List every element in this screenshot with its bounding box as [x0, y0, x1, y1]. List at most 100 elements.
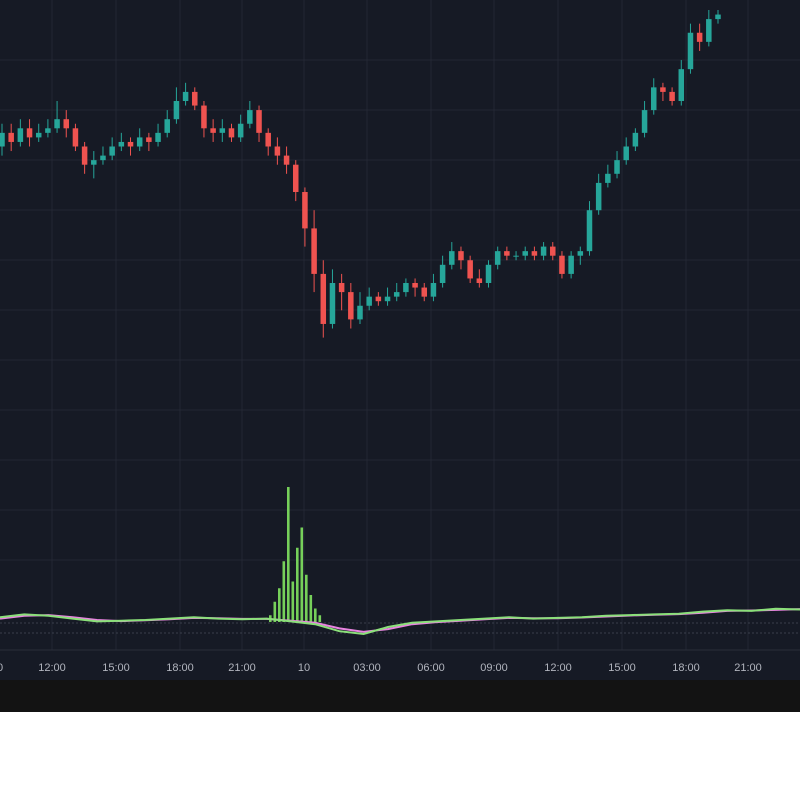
candle-body: [100, 155, 106, 161]
grid-lines: [0, 0, 800, 650]
candle-body: [155, 132, 161, 142]
oscillator-fast-line: [0, 607, 800, 636]
candle-body: [45, 128, 51, 133]
candle-body: [669, 91, 675, 101]
x-tick-label: 15:00: [608, 662, 636, 674]
candle-body: [201, 105, 207, 129]
volume-bar: [291, 581, 295, 622]
candle-body: [274, 146, 281, 156]
candle-body: [632, 132, 639, 147]
candle-body: [706, 19, 712, 42]
candle-body: [26, 128, 33, 138]
candle-body: [91, 160, 97, 165]
candlestick-series: [0, 10, 721, 338]
candle-body: [348, 292, 354, 320]
x-tick-label: 18:00: [166, 662, 194, 674]
bottom-toolbar: [0, 680, 800, 712]
candle-body: [320, 273, 327, 324]
candle-body: [513, 255, 519, 257]
candle-body: [164, 119, 170, 133]
candle-body: [192, 91, 198, 106]
candle-body: [660, 87, 666, 92]
candle-body: [63, 119, 70, 129]
candle-body: [127, 141, 134, 147]
volume-bar: [318, 615, 322, 622]
candle-body: [614, 160, 620, 174]
candle-body: [650, 87, 657, 111]
volume-bar: [314, 608, 317, 622]
chart-background: [0, 0, 800, 712]
candle-body: [81, 146, 88, 165]
candle-body: [366, 296, 372, 306]
candle-body: [375, 296, 382, 302]
candle-body: [256, 110, 262, 133]
candle-body: [522, 251, 528, 256]
time-axis[interactable]: 12:00 15:00 18:00 21:00 10 03:00 06:00 09:00 12:…: [0, 649, 800, 674]
candle-body: [302, 192, 308, 229]
candle-body: [237, 123, 244, 138]
candle-body: [577, 251, 584, 256]
candle-body: [458, 251, 464, 261]
candle-body: [393, 292, 400, 297]
candle-body: [228, 128, 235, 138]
x-tick-label: 10: [298, 662, 310, 674]
x-tick-label: 12:00: [38, 662, 66, 674]
candle-body: [595, 182, 602, 211]
volume-bar: [282, 561, 286, 622]
candle-body: [109, 146, 115, 156]
candle-body: [623, 146, 629, 161]
candle-body: [357, 305, 363, 320]
candle-body: [687, 32, 694, 70]
candle-body: [485, 264, 492, 283]
volume-bar: [278, 588, 281, 622]
candle-body: [0, 132, 5, 147]
volume-bar: [309, 595, 313, 622]
candle-body: [412, 283, 418, 288]
x-tick-label: 21:00: [734, 662, 762, 674]
x-tick-label: 06:00: [417, 662, 445, 674]
candle-body: [338, 283, 345, 293]
candle-body: [504, 251, 510, 256]
candle-body: [540, 246, 547, 256]
candle-body: [586, 210, 593, 252]
candle-body: [476, 278, 483, 283]
candle-body: [641, 110, 648, 133]
candle-body: [72, 128, 79, 147]
candle-body: [54, 119, 60, 129]
volume-bar: [305, 574, 308, 622]
candle-body: [715, 14, 721, 20]
candle-body: [173, 101, 180, 120]
candle-body: [292, 164, 299, 192]
candle-body: [182, 91, 189, 101]
candle-body: [329, 283, 336, 324]
volume-bar: [287, 487, 290, 622]
volume-bar: [296, 547, 299, 622]
x-tick-label: 21:00: [228, 662, 256, 674]
x-tick-label: 15:00: [102, 662, 130, 674]
candle-body: [678, 69, 685, 101]
x-tick-label-edge: 0: [0, 662, 3, 674]
candle-body: [605, 173, 611, 183]
candle-body: [8, 132, 14, 142]
candle-body: [439, 264, 446, 283]
candle-body: [146, 137, 152, 142]
candle-body: [430, 283, 437, 297]
candle-body: [559, 255, 565, 274]
candle-body: [550, 246, 556, 256]
candle-body: [311, 228, 317, 274]
chart-panel[interactable]: 12:00 15:00 18:00 21:00 10 03:00 06:00 09:00 12:…: [0, 0, 800, 712]
candle-body: [265, 132, 271, 147]
candle-body: [568, 255, 574, 274]
candle-body: [449, 251, 455, 265]
candle-body: [696, 32, 703, 42]
price-chart[interactable]: 12:00 15:00 18:00 21:00 10 03:00 06:00 09:00 12:…: [0, 0, 800, 712]
candle-body: [247, 110, 253, 124]
candle-body: [118, 141, 125, 147]
candle-body: [421, 287, 428, 297]
x-tick-label: 03:00: [353, 662, 381, 674]
volume-histogram: [269, 487, 322, 622]
candle-body: [384, 296, 391, 302]
x-tick-label: 12:00: [544, 662, 572, 674]
x-tick-label: 09:00: [480, 662, 508, 674]
candle-body: [467, 260, 473, 279]
